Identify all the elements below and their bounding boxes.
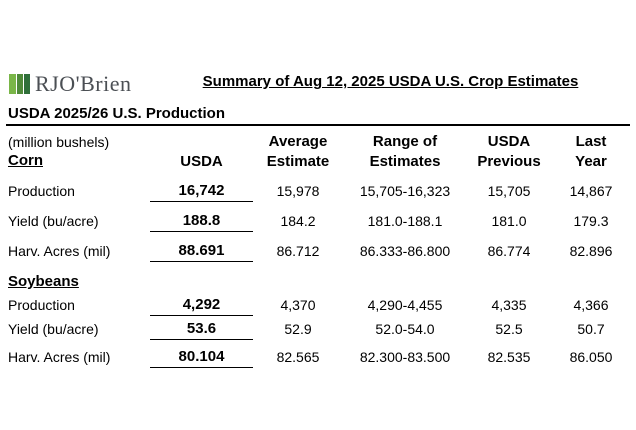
logo-wordmark: RJO'Brien	[35, 71, 132, 96]
cell-previous: 86.774	[487, 243, 531, 259]
header-average-line2: Estimate	[266, 153, 330, 170]
cell-usda: 16,742	[178, 182, 225, 199]
cell-average: 86.712	[276, 243, 320, 259]
cell-average: 82.565	[276, 349, 320, 365]
row-label: Yield (bu/acre)	[8, 321, 99, 337]
row-label: Harv. Acres (mil)	[8, 243, 111, 259]
header-usda: USDA	[180, 153, 223, 170]
row-label: Production	[8, 297, 75, 313]
cell-usda: 80.104	[178, 348, 225, 365]
cell-last-year: 179.3	[573, 213, 609, 229]
header-last-line1: Last	[575, 133, 607, 150]
cell-average: 15,978	[276, 183, 320, 199]
cell-range: 181.0-188.1	[367, 213, 443, 229]
units-note: (million bushels)	[8, 134, 110, 150]
section-title: USDA 2025/26 U.S. Production	[8, 105, 226, 122]
cell-usda: 88.691	[178, 242, 225, 259]
cell-range: 4,290-4,455	[367, 297, 443, 313]
cell-range: 52.0-54.0	[375, 321, 435, 337]
cell-usda: 188.8	[182, 212, 221, 229]
row-label: Yield (bu/acre)	[8, 213, 99, 229]
usda-underline	[150, 261, 253, 262]
group-label-soybeans: Soybeans	[8, 273, 79, 290]
cell-range: 82.300-83.500	[359, 349, 451, 365]
cell-range: 15,705-16,323	[359, 183, 451, 199]
cell-usda: 4,292	[182, 296, 221, 313]
cell-last-year: 14,867	[569, 183, 613, 199]
header-previous-line2: Previous	[477, 153, 541, 170]
row-label: Production	[8, 183, 75, 199]
cell-previous: 15,705	[487, 183, 531, 199]
cell-last-year: 86.050	[569, 349, 613, 365]
logo-mark-icon	[9, 74, 30, 94]
header-last-line2: Year	[575, 153, 607, 170]
cell-range: 86.333-86.800	[359, 243, 451, 259]
cell-previous: 4,335	[491, 297, 527, 313]
cell-average: 184.2	[280, 213, 316, 229]
cell-last-year: 4,366	[573, 297, 609, 313]
cell-average: 52.9	[284, 321, 312, 337]
header-average-line1: Average	[268, 133, 328, 150]
header-range-line1: Range of	[372, 133, 438, 150]
usda-underline	[150, 367, 253, 368]
cell-average: 4,370	[280, 297, 316, 313]
cell-last-year: 50.7	[577, 321, 605, 337]
usda-underline	[150, 315, 253, 316]
group-label-corn: Corn	[8, 152, 43, 169]
report-title: Summary of Aug 12, 2025 USDA U.S. Crop E…	[202, 73, 579, 90]
cell-previous: 52.5	[495, 321, 523, 337]
cell-previous: 181.0	[491, 213, 527, 229]
cell-usda: 53.6	[186, 320, 217, 337]
usda-underline	[150, 231, 253, 232]
divider-rule	[6, 124, 630, 126]
usda-underline	[150, 201, 253, 202]
cell-previous: 82.535	[487, 349, 531, 365]
header-range-line2: Estimates	[369, 153, 441, 170]
cell-last-year: 82.896	[569, 243, 613, 259]
usda-underline	[150, 339, 253, 340]
header-previous-line1: USDA	[487, 133, 531, 150]
row-label: Harv. Acres (mil)	[8, 349, 111, 365]
